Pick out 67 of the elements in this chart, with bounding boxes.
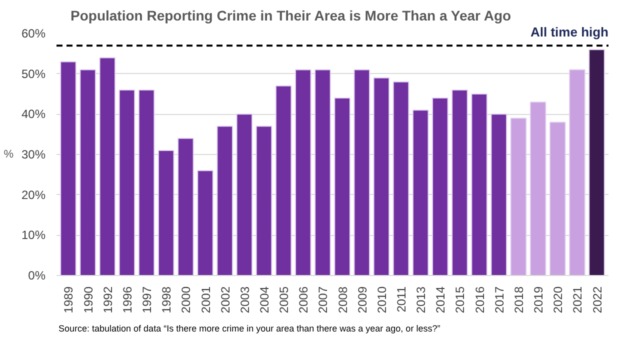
y-axis-title: % [4,148,14,160]
x-tick-label: 2018 [512,286,526,314]
x-tick-label: 2009 [355,286,370,314]
x-tick-label: 2014 [434,286,448,314]
x-tick-label: 2010 [374,286,389,314]
bar [158,150,174,276]
x-tick-label: 2021 [570,286,585,314]
x-tick-label: 2007 [316,286,330,314]
x-tick-label: 1990 [81,286,96,314]
bar [373,77,390,276]
bar [197,170,214,276]
bar [569,69,586,276]
bar [236,114,253,276]
bar [334,98,350,276]
y-tick-label: 30% [21,148,46,162]
ref-line-label: All time high [530,24,609,40]
bar [295,69,312,276]
y-tick-label: 50% [21,66,46,81]
bar [216,126,233,276]
x-tick-label: 2017 [492,286,506,314]
bar [452,89,468,276]
bar [471,94,488,276]
x-tick-label: 1997 [140,286,154,314]
x-tick-label: 1998 [160,286,174,314]
x-tick-label: 2002 [218,286,232,314]
x-tick-label: 2013 [414,286,428,314]
bar [354,69,370,276]
bar [530,102,546,276]
bar [510,118,527,276]
chart-title: Population Reporting Crime in Their Area is More Than a Year Ago [70,8,512,24]
bar [256,126,272,276]
y-tick-label: 0% [28,268,46,282]
bar [588,49,605,276]
bar [432,98,448,276]
bar [60,61,76,276]
bar [275,85,292,276]
y-tick-label: 60% [21,26,46,40]
bar [490,114,508,276]
x-tick-label: 2020 [551,286,566,314]
bar [80,69,96,276]
bar [99,57,116,276]
x-tick-label: 2006 [296,286,311,314]
x-tick-label: 2016 [472,286,487,314]
x-tick-label: 2022 [590,286,604,314]
bar [178,138,194,276]
bar [392,81,410,276]
bar [118,89,136,276]
bar [138,89,155,276]
x-tick-label: 1996 [120,286,134,314]
x-tick-label: 2004 [257,286,272,314]
x-tick-label: 2003 [238,286,252,314]
x-tick-label: 2019 [532,286,546,314]
x-tick-label: 2001 [198,286,213,314]
y-tick-label: 20% [21,188,46,202]
bar [314,69,331,276]
x-tick-label: 1992 [100,286,115,314]
x-tick-label: 1989 [62,286,76,314]
source-note: Source: tabulation of data “Is there more crime in your area than there was a year ago, or less?” [58,324,440,334]
bar [412,110,429,276]
x-tick-label: 2015 [453,286,468,314]
y-tick-label: 10% [21,228,46,242]
x-tick-label: 2000 [179,286,194,314]
bar [549,122,566,276]
x-tick-label: 2008 [336,286,350,314]
x-tick-label: 2011 [394,286,409,312]
x-tick-label: 2005 [277,286,292,314]
y-tick-label: 40% [21,107,46,122]
